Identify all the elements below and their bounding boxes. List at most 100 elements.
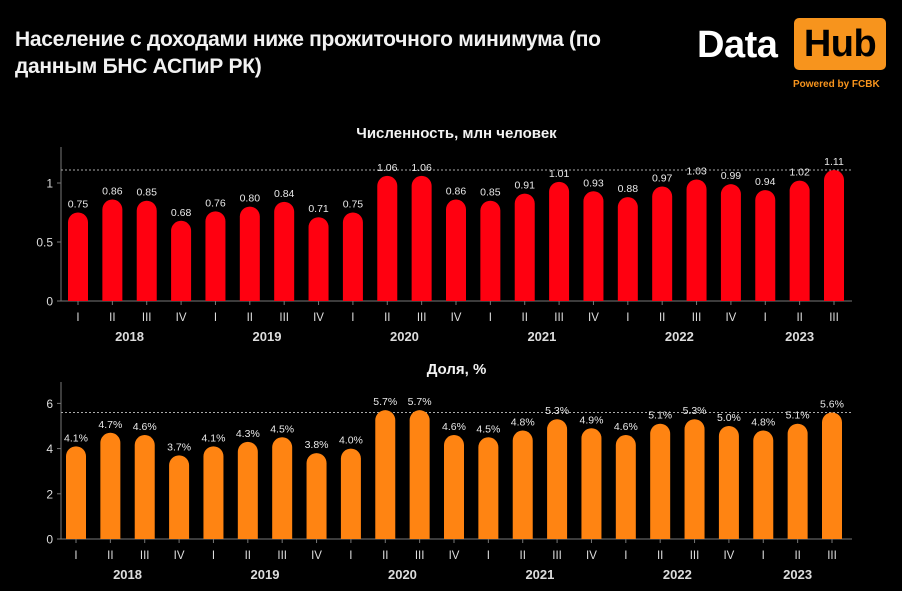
bar <box>377 175 398 301</box>
bar <box>718 426 739 539</box>
bar <box>274 201 295 301</box>
bar <box>650 423 671 539</box>
bar <box>203 446 224 539</box>
chart-title-count: Численность, млн человек <box>356 125 557 142</box>
bar-value-label: 5.0% <box>717 412 741 424</box>
year-label: 2023 <box>783 567 812 582</box>
quarter-label: I <box>214 312 217 324</box>
quarter-label: IV <box>588 312 599 324</box>
bar-value-label: 0.76 <box>205 197 226 209</box>
bar-value-label: 1.03 <box>686 165 707 177</box>
bar-value-label: 4.5% <box>476 423 500 435</box>
quarter-label: IV <box>174 550 185 562</box>
bar <box>615 435 636 539</box>
bar <box>134 435 155 539</box>
bar <box>824 170 844 301</box>
bar-value-label: 4.1% <box>64 432 88 444</box>
bar <box>787 423 808 539</box>
quarter-label: III <box>829 312 839 324</box>
quarter-label: II <box>245 550 251 562</box>
bar <box>753 430 774 539</box>
bar <box>514 193 535 301</box>
bar <box>100 432 121 539</box>
y-tick-label: 4 <box>46 442 53 456</box>
bar <box>272 437 293 539</box>
quarter-label: II <box>384 312 390 324</box>
bar <box>237 441 258 539</box>
quarter-label: III <box>690 550 700 562</box>
year-label: 2022 <box>665 329 694 344</box>
quarter-label: III <box>552 550 562 562</box>
quarter-label: III <box>417 312 427 324</box>
bar <box>444 435 464 539</box>
quarter-label: II <box>520 550 526 562</box>
bar-value-label: 4.0% <box>339 435 363 447</box>
bar-value-label: 0.75 <box>68 199 89 211</box>
quarter-label: IV <box>313 312 324 324</box>
datahub-logo: Data Hub Powered by FCBK <box>697 18 887 98</box>
quarter-label: IV <box>723 550 734 562</box>
quarter-label: II <box>247 312 253 324</box>
quarter-label: IV <box>449 550 460 562</box>
bar-value-label: 4.8% <box>511 417 535 429</box>
bar-value-label: 4.6% <box>614 421 638 433</box>
bar <box>308 217 329 301</box>
quarter-label: II <box>659 312 665 324</box>
quarter-label: I <box>351 312 354 324</box>
bar-value-label: 5.7% <box>373 396 397 408</box>
bar-value-label: 0.93 <box>583 177 604 189</box>
bar <box>446 199 466 301</box>
y-tick-label: 0 <box>46 295 53 309</box>
year-label: 2022 <box>663 567 692 582</box>
logo-data-text: Data <box>697 24 778 66</box>
year-label: 2023 <box>785 329 814 344</box>
bar-value-label: 0.99 <box>721 170 742 182</box>
year-label: 2020 <box>388 567 417 582</box>
bar-value-label: 5.3% <box>683 405 707 417</box>
bar-value-label: 4.5% <box>270 423 294 435</box>
bar <box>340 448 361 539</box>
quarter-label: I <box>764 312 767 324</box>
bar-value-label: 0.86 <box>446 186 467 198</box>
quarter-label: I <box>349 550 352 562</box>
quarter-label: IV <box>586 550 597 562</box>
bar <box>583 191 604 301</box>
bar <box>306 453 327 539</box>
year-label: 2019 <box>253 329 282 344</box>
bar-value-label: 1.06 <box>377 162 398 174</box>
bar <box>652 186 673 301</box>
bar <box>169 455 190 539</box>
quarter-label: I <box>624 550 627 562</box>
page-title: Население с доходами ниже прожиточного м… <box>15 28 601 78</box>
quarter-label: III <box>554 312 564 324</box>
bar-value-label: 0.88 <box>618 183 639 195</box>
chart-title-share: Доля, % <box>426 361 487 378</box>
bar-value-label: 5.6% <box>820 398 844 410</box>
logo-hub-badge: Hub <box>794 18 886 70</box>
bar-value-label: 0.68 <box>171 207 192 219</box>
bar-value-label: 0.91 <box>515 180 536 192</box>
y-tick-label: 2 <box>46 487 53 501</box>
quarter-label: III <box>415 550 425 562</box>
bar-value-label: 0.94 <box>755 176 776 188</box>
bar <box>547 419 568 539</box>
bar-value-label: 0.84 <box>274 188 295 200</box>
quarter-label: II <box>796 312 802 324</box>
bar-value-label: 1.01 <box>549 168 570 180</box>
bar-value-label: 4.6% <box>133 421 157 433</box>
quarter-label: IV <box>725 312 736 324</box>
bar-value-label: 5.7% <box>408 396 432 408</box>
bar-value-label: 5.1% <box>648 410 672 422</box>
bar-value-label: 1.11 <box>824 156 844 168</box>
bar-value-label: 5.3% <box>545 405 569 417</box>
bar-value-label: 0.85 <box>480 187 501 199</box>
quarter-label: II <box>109 312 115 324</box>
bar-value-label: 4.6% <box>442 421 466 433</box>
bar-value-label: 0.80 <box>240 193 261 205</box>
bar <box>581 428 602 539</box>
y-tick-label: 0.5 <box>36 236 53 250</box>
bar <box>171 220 192 301</box>
quarter-label: I <box>762 550 765 562</box>
bar-value-label: 3.7% <box>167 441 191 453</box>
bar-value-label: 0.75 <box>343 199 364 211</box>
